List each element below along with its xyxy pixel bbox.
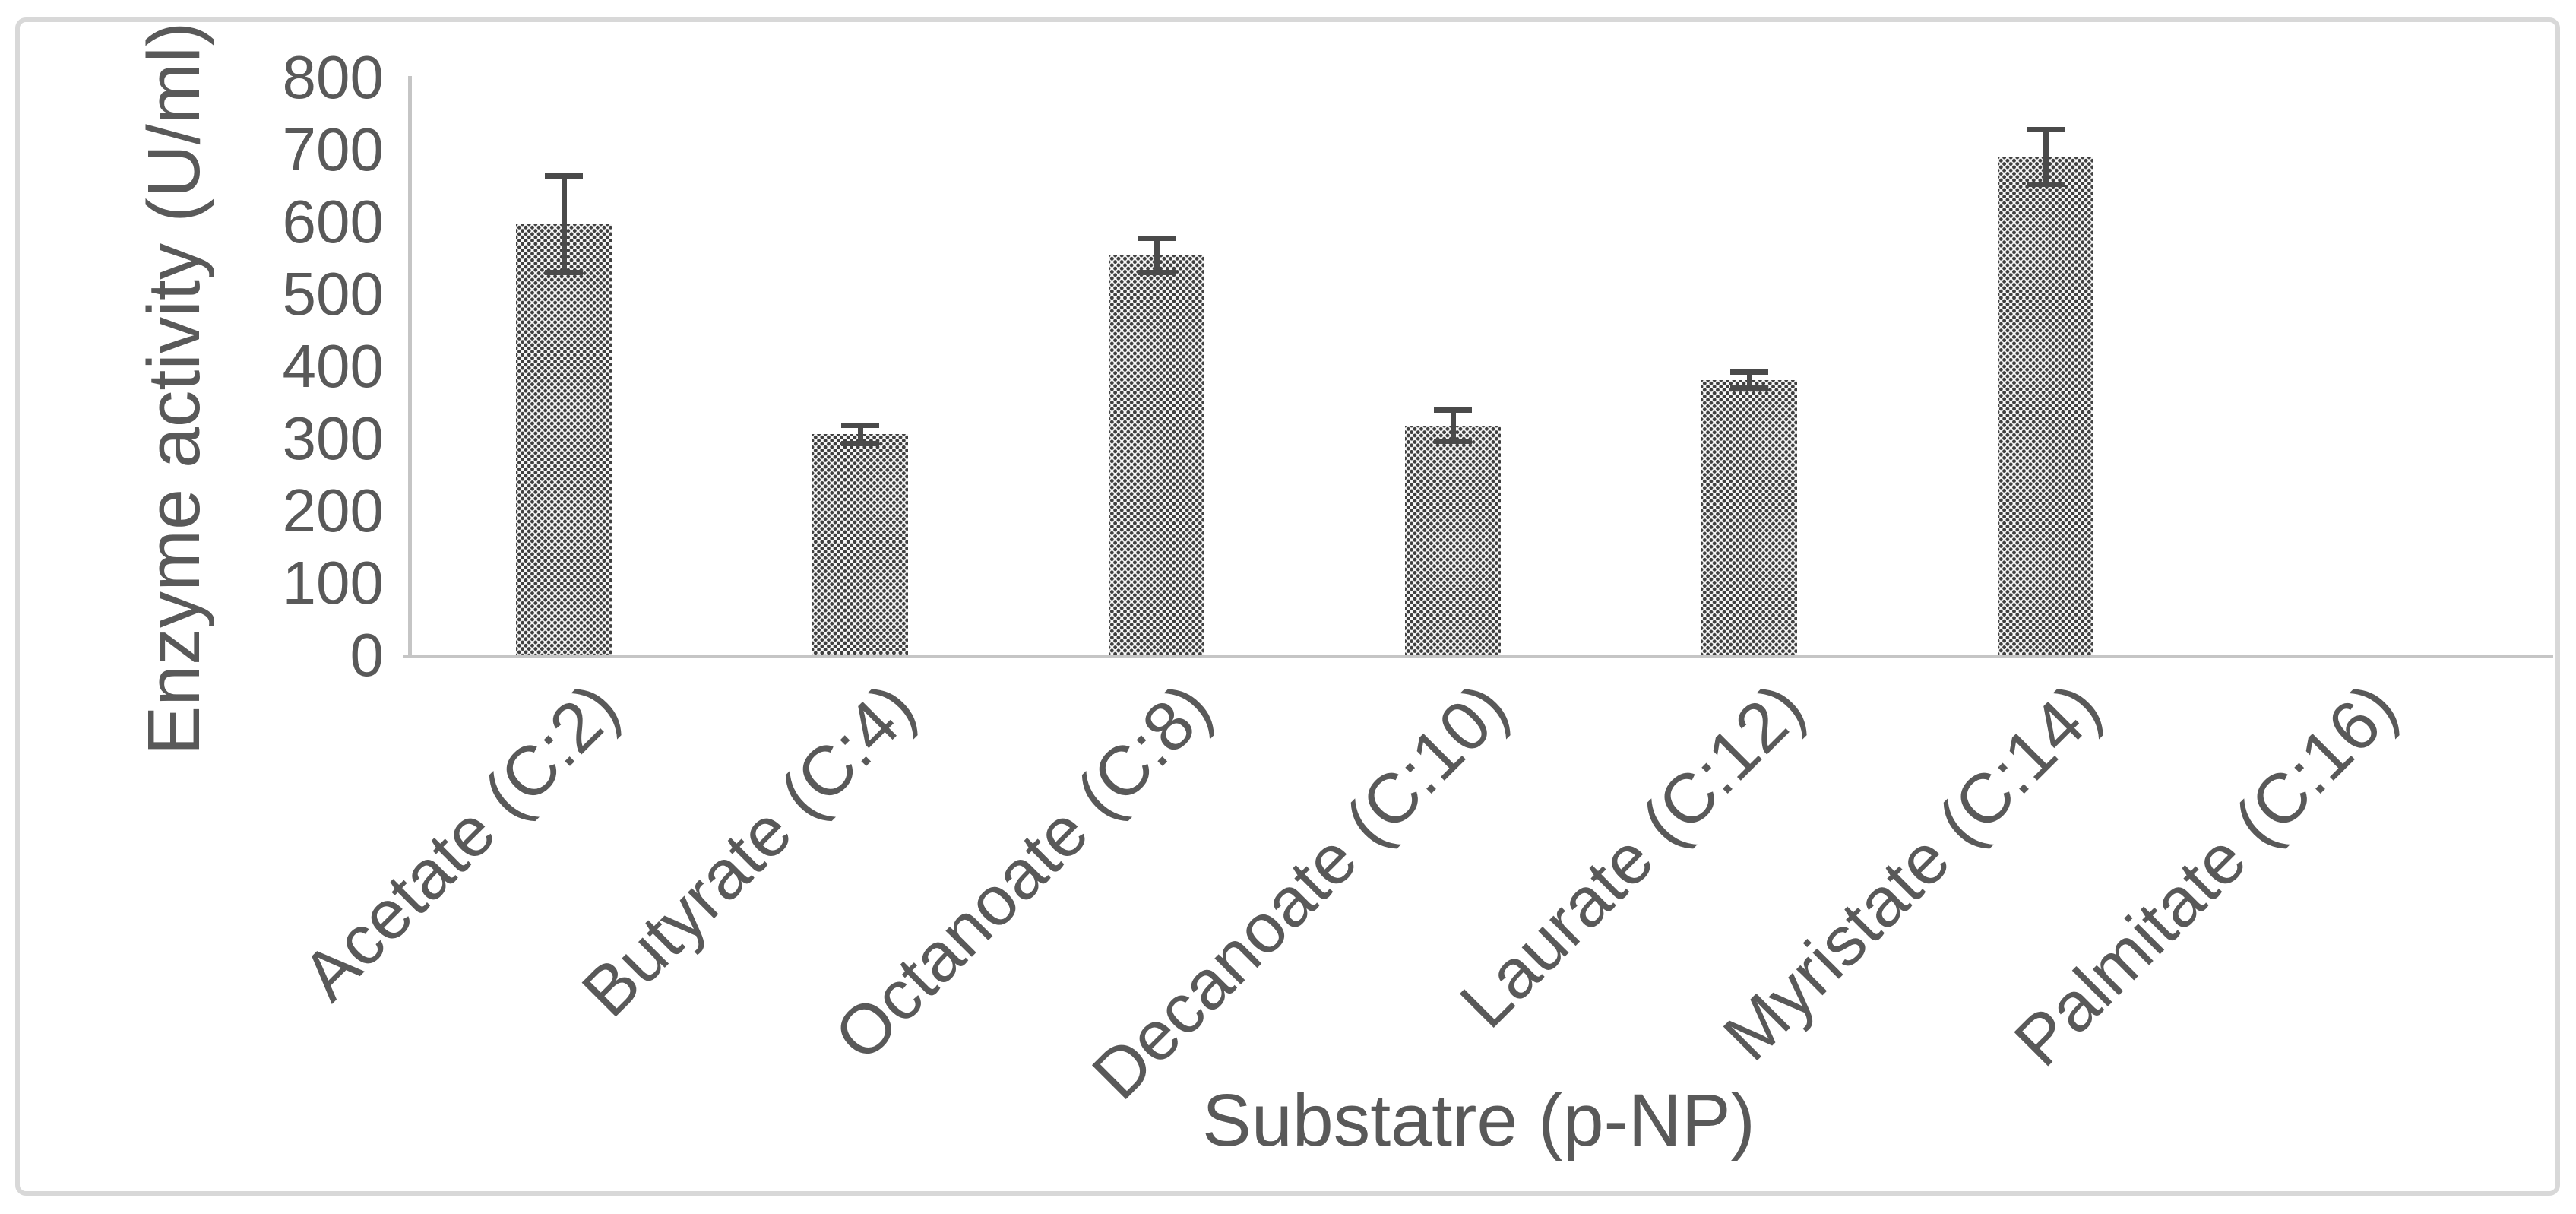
error-bar-cap-bottom: [2027, 181, 2065, 187]
chart-frame: Enzyme activity (U/ml) Substatre (p-NP) …: [15, 17, 2560, 1196]
bar: [1109, 255, 1204, 655]
bar: [516, 223, 612, 655]
error-bar-cap-top: [2027, 127, 2065, 133]
y-tick-label: 100: [282, 549, 384, 617]
error-bar-cap-top: [1434, 407, 1472, 413]
y-tick-label: 600: [282, 188, 384, 255]
error-bar-cap-bottom: [1730, 385, 1768, 391]
error-bar-line: [1746, 371, 1752, 389]
x-axis-title: Substatre (p-NP): [1202, 1079, 1755, 1162]
bar: [812, 434, 908, 655]
error-bar-cap-top: [1138, 235, 1176, 241]
bar: [1405, 425, 1501, 655]
y-tick-label: 300: [282, 404, 384, 472]
error-bar-cap-bottom: [1434, 438, 1472, 444]
bar: [1701, 380, 1797, 655]
y-tick-label: 400: [282, 332, 384, 400]
x-axis-line: [403, 655, 2553, 658]
y-tick-label: 0: [350, 621, 385, 689]
error-bar-line: [857, 424, 863, 444]
error-bar-cap-bottom: [841, 440, 879, 446]
error-bar-line: [1450, 410, 1456, 442]
error-bar-line: [561, 176, 567, 273]
bar: [1998, 157, 2093, 655]
error-bar-cap-top: [841, 422, 879, 428]
error-bar-cap-top: [1730, 369, 1768, 375]
y-tick-label: 500: [282, 260, 384, 328]
error-bar-cap-top: [545, 173, 583, 179]
y-tick-label: 800: [282, 43, 384, 111]
error-bar-line: [1154, 237, 1160, 273]
error-bar-cap-bottom: [1138, 269, 1176, 275]
y-axis-line: [408, 76, 412, 658]
y-tick-label: 700: [282, 116, 384, 183]
error-bar-cap-bottom: [545, 269, 583, 275]
y-tick-label: 200: [282, 477, 384, 544]
error-bar-line: [2043, 129, 2049, 185]
